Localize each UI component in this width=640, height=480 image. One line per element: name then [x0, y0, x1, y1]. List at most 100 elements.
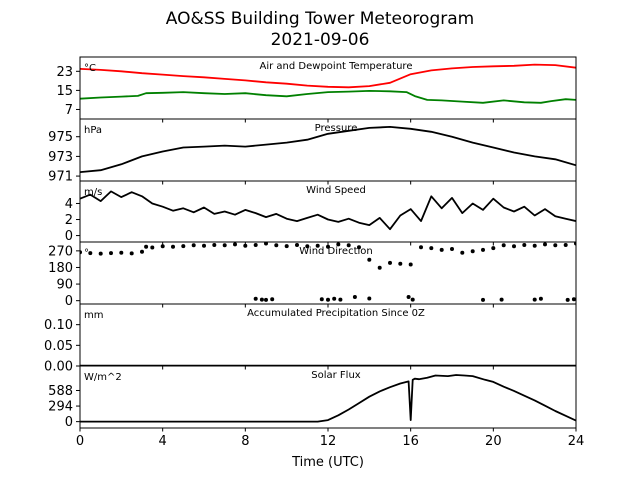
data-point	[450, 247, 454, 251]
y-tick-label: 270	[48, 244, 73, 259]
data-point	[253, 296, 258, 301]
y-tick-label: 973	[48, 150, 73, 165]
panel-title: Wind Direction	[299, 246, 373, 257]
panel-pressure: 971 973 975 hPa Pressure	[48, 118, 577, 185]
data-point	[408, 262, 413, 267]
data-point	[377, 265, 382, 270]
panel-wind-direction: 090 180 270 ° Wind Direction	[48, 241, 577, 309]
data-point	[305, 244, 310, 249]
data-point	[336, 242, 341, 247]
series-line-0	[80, 63, 576, 89]
data-point	[181, 244, 186, 249]
data-point	[160, 244, 165, 249]
data-point	[543, 242, 547, 247]
x-tick-label: 24	[568, 434, 585, 449]
data-point	[202, 243, 206, 248]
y-tick-label: 7	[65, 103, 73, 118]
panel-wind-speed: 024 m/s Wind Speed	[65, 180, 577, 246]
unit-label: m/s	[84, 187, 102, 198]
data-point	[150, 245, 155, 250]
data-point	[470, 249, 475, 254]
series-line-0	[80, 190, 576, 231]
y-tick-label: 0.10	[44, 318, 73, 333]
y-tick-label: 2	[65, 213, 73, 228]
data-point	[410, 297, 415, 302]
panel-title: Solar Flux	[311, 370, 361, 381]
data-point	[563, 243, 568, 247]
x-tick-label: 4	[159, 434, 167, 449]
y-tick-label: 0	[65, 294, 73, 309]
data-point	[491, 246, 496, 251]
y-tick-label: 0	[65, 415, 73, 430]
x-axis-label: Time (UTC)	[291, 455, 364, 470]
panel-air-and-dewpoint-temperature: 7 15 23 °C Air and Dewpoint Temperature	[56, 56, 577, 123]
data-point	[295, 243, 299, 247]
y-tick-label: 180	[48, 261, 73, 276]
x-tick-label: 20	[485, 434, 502, 449]
panel-title: Wind Speed	[306, 185, 366, 196]
data-point	[171, 244, 175, 249]
y-tick-label: 0.00	[44, 360, 73, 375]
plot-area	[80, 126, 576, 173]
series-line-1	[80, 90, 576, 104]
data-point	[481, 247, 485, 252]
data-point	[98, 251, 103, 256]
data-point	[429, 246, 434, 251]
data-point	[332, 296, 337, 301]
y-tick-label: 975	[48, 130, 73, 145]
figure-date: 2021-09-06	[271, 30, 370, 50]
data-point	[140, 249, 144, 254]
data-point	[88, 251, 93, 256]
data-point	[284, 244, 289, 249]
data-point	[129, 251, 134, 256]
data-point	[264, 242, 268, 246]
y-tick-label: 971	[48, 170, 73, 185]
unit-label: °C	[84, 63, 96, 74]
data-point	[460, 250, 465, 255]
data-point	[553, 243, 558, 248]
data-point	[532, 297, 537, 302]
data-point	[357, 245, 361, 250]
plot-area	[80, 374, 576, 423]
data-point	[499, 297, 504, 302]
data-point	[319, 297, 324, 302]
x-axis: 0 4 8 12 16 20 24	[76, 434, 584, 449]
data-point	[439, 247, 444, 252]
data-point	[338, 297, 343, 302]
unit-label: mm	[84, 310, 103, 321]
data-point	[538, 296, 543, 301]
unit-label: W/m^2	[84, 372, 122, 383]
y-tick-label: 588	[48, 384, 73, 399]
series-line-0	[80, 374, 576, 423]
plot-area	[80, 190, 576, 231]
data-point	[388, 260, 392, 265]
data-point	[233, 242, 237, 247]
plot-area	[80, 242, 576, 302]
data-point	[315, 243, 320, 248]
data-point	[512, 244, 516, 249]
data-point	[191, 243, 196, 248]
data-point	[274, 243, 279, 248]
data-point	[346, 243, 351, 248]
data-point	[398, 261, 403, 266]
figure-title: AO&SS Building Tower Meteorogram	[166, 9, 474, 29]
x-tick-label: 0	[76, 434, 84, 449]
y-tick-label: 15	[56, 84, 73, 99]
data-point	[406, 295, 411, 299]
data-point	[571, 297, 576, 302]
y-tick-label: 90	[56, 278, 73, 293]
series-line-0	[80, 126, 576, 173]
data-point	[352, 295, 357, 299]
data-point	[501, 243, 506, 248]
y-tick-label: 294	[48, 400, 73, 415]
data-point	[259, 297, 264, 302]
data-point	[144, 244, 149, 249]
unit-label: hPa	[84, 125, 102, 136]
y-tick-label: 4	[65, 197, 73, 212]
plot-area	[80, 63, 576, 104]
data-point	[109, 251, 113, 256]
data-point	[326, 244, 330, 249]
